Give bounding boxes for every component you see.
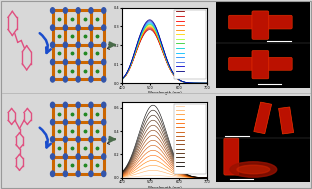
Circle shape [89, 102, 93, 108]
Circle shape [89, 8, 93, 13]
Circle shape [76, 119, 80, 125]
Circle shape [89, 119, 93, 125]
Circle shape [102, 77, 106, 82]
Circle shape [89, 25, 93, 30]
FancyBboxPatch shape [228, 15, 292, 29]
Circle shape [63, 8, 67, 13]
Circle shape [76, 102, 80, 108]
Circle shape [76, 154, 80, 159]
Circle shape [63, 137, 67, 142]
Circle shape [51, 59, 55, 65]
Circle shape [76, 8, 80, 13]
Circle shape [89, 42, 93, 48]
Circle shape [102, 8, 106, 13]
Circle shape [63, 171, 67, 177]
X-axis label: Wavelength (nm): Wavelength (nm) [148, 186, 182, 189]
FancyBboxPatch shape [252, 50, 269, 79]
Circle shape [51, 102, 55, 108]
Circle shape [63, 59, 67, 65]
Circle shape [89, 59, 93, 65]
Circle shape [76, 42, 80, 48]
FancyBboxPatch shape [174, 104, 206, 174]
FancyBboxPatch shape [228, 57, 292, 70]
Circle shape [51, 77, 55, 82]
Circle shape [63, 154, 67, 159]
Ellipse shape [230, 162, 277, 177]
Circle shape [63, 102, 67, 108]
Circle shape [51, 42, 55, 48]
Circle shape [76, 77, 80, 82]
Ellipse shape [237, 165, 270, 174]
Circle shape [51, 154, 55, 159]
Polygon shape [279, 107, 294, 134]
FancyBboxPatch shape [252, 11, 269, 39]
Polygon shape [254, 102, 272, 134]
FancyBboxPatch shape [174, 10, 206, 79]
Circle shape [76, 171, 80, 177]
Circle shape [63, 25, 67, 30]
Y-axis label: Abs: Abs [108, 42, 112, 49]
Circle shape [76, 137, 80, 142]
Circle shape [102, 137, 106, 142]
Circle shape [89, 137, 93, 142]
Circle shape [63, 77, 67, 82]
Circle shape [102, 42, 106, 48]
Circle shape [89, 77, 93, 82]
Y-axis label: Abs: Abs [108, 136, 112, 144]
FancyBboxPatch shape [224, 138, 239, 175]
Circle shape [89, 154, 93, 159]
Circle shape [63, 42, 67, 48]
Circle shape [102, 154, 106, 159]
Circle shape [51, 171, 55, 177]
Circle shape [76, 59, 80, 65]
Circle shape [102, 59, 106, 65]
Circle shape [63, 119, 67, 125]
Circle shape [51, 119, 55, 125]
Circle shape [76, 25, 80, 30]
Circle shape [51, 8, 55, 13]
Circle shape [51, 25, 55, 30]
Circle shape [102, 171, 106, 177]
Circle shape [89, 171, 93, 177]
X-axis label: Wavelength (nm): Wavelength (nm) [148, 91, 182, 95]
Circle shape [102, 102, 106, 108]
Circle shape [51, 137, 55, 142]
Circle shape [102, 25, 106, 30]
Circle shape [102, 119, 106, 125]
